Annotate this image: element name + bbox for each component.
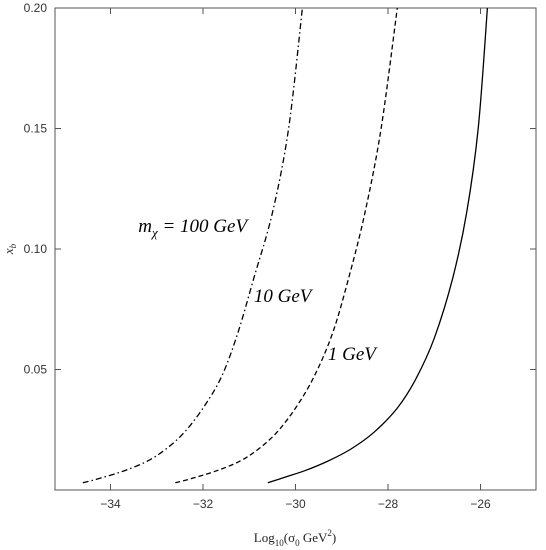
x-tick-label: −30 bbox=[285, 497, 306, 511]
x-tick-label: −34 bbox=[100, 497, 121, 511]
y-tick-label: 0.20 bbox=[24, 1, 48, 15]
x-tick-label: −28 bbox=[378, 497, 399, 511]
y-axis-label: xb bbox=[1, 243, 18, 255]
annotation-1-gev: 1 GeV bbox=[328, 344, 378, 365]
series-10-gev bbox=[175, 7, 398, 484]
y-tick-label: 0.15 bbox=[24, 122, 48, 136]
y-tick-label: 0.10 bbox=[24, 242, 48, 256]
x-tick-label: −26 bbox=[470, 497, 491, 511]
annotation-100-gev: mχ = 100 GeV bbox=[138, 216, 249, 240]
x-axis-label: Log10(σ0 GeV2) bbox=[254, 528, 336, 548]
annotation-10-gev: 10 GeV bbox=[254, 286, 314, 307]
x-tick-label: −32 bbox=[193, 497, 214, 511]
axis-ticks: −34 −32 −30 −28 −26 0.05 0.10 0.15 0.20 bbox=[24, 1, 536, 511]
series-1-gev bbox=[267, 7, 489, 484]
y-tick-label: 0.05 bbox=[24, 363, 48, 377]
series-100-gev bbox=[82, 7, 304, 484]
annotations: mχ = 100 GeV 10 GeV 1 GeV bbox=[138, 216, 378, 365]
curves bbox=[82, 7, 489, 484]
plot-frame bbox=[54, 7, 537, 491]
